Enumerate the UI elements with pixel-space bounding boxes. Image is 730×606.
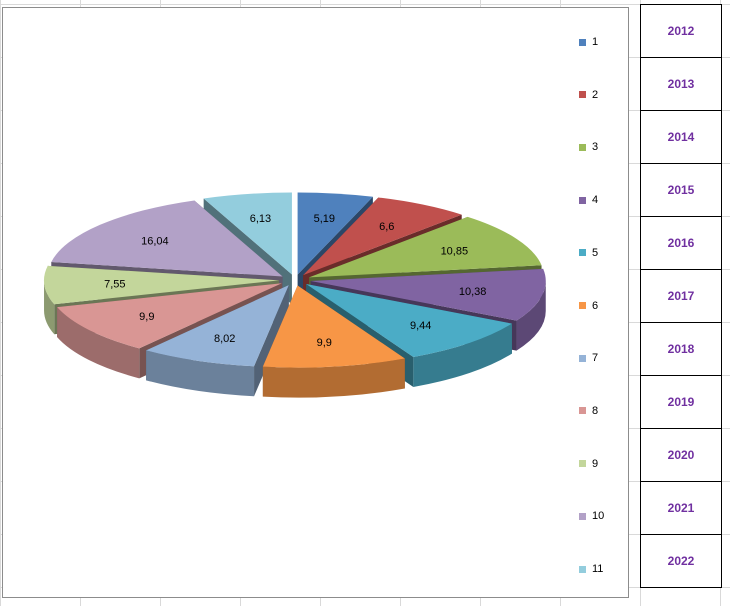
year-cell[interactable]: 2020 xyxy=(641,429,721,482)
year-cell[interactable]: 2016 xyxy=(641,217,721,270)
legend-label: 4 xyxy=(592,194,599,207)
data-label-9: 7,55 xyxy=(104,279,125,291)
legend-item-9: 9 xyxy=(579,457,598,471)
legend-label: 10 xyxy=(592,510,605,523)
pie-slice-7-side xyxy=(146,350,255,397)
legend-item-4: 4 xyxy=(579,193,598,207)
pie-slice-6-side xyxy=(262,358,405,398)
year-cell[interactable]: 2017 xyxy=(641,270,721,323)
pie-slice-5 xyxy=(306,284,512,357)
data-label-4: 10,38 xyxy=(459,286,487,298)
year-cell[interactable]: 2014 xyxy=(641,111,721,164)
pie-slice-4 xyxy=(310,268,546,321)
data-label-7: 8,02 xyxy=(214,333,235,345)
legend-item-3: 3 xyxy=(579,140,598,154)
data-label-3: 10,85 xyxy=(441,245,469,257)
legend-swatch xyxy=(579,91,586,99)
pie-slice-9 xyxy=(44,265,280,305)
data-label-5: 9,44 xyxy=(410,320,431,332)
legend-label: 6 xyxy=(592,299,599,312)
legend-item-11: 11 xyxy=(579,562,603,576)
pie-slice-2 xyxy=(303,197,462,276)
legend: 1 2 3 4 5 6 7 8 9 10 11 xyxy=(579,8,629,597)
pie-slice-1 xyxy=(297,192,373,275)
legend-swatch xyxy=(579,249,586,257)
legend-swatch xyxy=(579,512,586,520)
legend-swatch xyxy=(579,143,586,151)
legend-swatch xyxy=(579,196,586,204)
year-column: 2012 2013 2014 2015 2016 2017 2018 2019 2020 2021… xyxy=(640,4,722,588)
legend-label: 3 xyxy=(592,141,599,154)
legend-label: 11 xyxy=(592,563,604,575)
legend-swatch xyxy=(579,565,586,573)
pie-slice-4-side xyxy=(516,280,546,351)
pie-slice-8-side xyxy=(57,307,140,379)
year-cell[interactable]: 2012 xyxy=(641,5,721,58)
legend-item-7: 7 xyxy=(579,351,598,365)
legend-swatch xyxy=(579,460,586,468)
legend-label: 1 xyxy=(592,36,599,48)
data-label-1: 5,19 xyxy=(314,213,335,225)
legend-swatch xyxy=(579,354,586,362)
pie-slice-10 xyxy=(51,200,283,277)
data-label-6: 9,9 xyxy=(317,337,332,349)
pie-slice-3 xyxy=(309,216,542,278)
data-label-2: 6,6 xyxy=(379,221,394,233)
pie-slice-11 xyxy=(203,192,292,275)
data-label-8: 9,9 xyxy=(139,311,154,323)
pie-slice-9-side xyxy=(44,280,55,335)
legend-label: 7 xyxy=(592,352,599,365)
pie-slice-8 xyxy=(57,283,282,349)
pie-slice-6 xyxy=(262,285,405,368)
year-cell[interactable]: 2021 xyxy=(641,482,721,535)
legend-label: 8 xyxy=(592,404,599,417)
legend-item-1: 1 xyxy=(579,35,598,49)
year-cell[interactable]: 2015 xyxy=(641,164,721,217)
legend-item-5: 5 xyxy=(579,246,598,260)
legend-label: 5 xyxy=(592,246,599,259)
legend-item-8: 8 xyxy=(579,404,598,418)
legend-item-10: 10 xyxy=(579,509,604,523)
year-cell[interactable]: 2018 xyxy=(641,323,721,376)
year-cell[interactable]: 2019 xyxy=(641,376,721,429)
pie-slice-7-side xyxy=(254,285,289,397)
legend-swatch xyxy=(579,38,586,46)
year-cell[interactable]: 2013 xyxy=(641,58,721,111)
pie-chart: 5,19 6,6 10,85 10,38 9,44 9,9 8,02 9,9 7,55 16,04… xyxy=(44,192,546,398)
pie-slice-5-side xyxy=(413,323,512,387)
chart-area: 5,19 6,6 10,85 10,38 9,44 9,9 8,02 9,9 7,55 16,04… xyxy=(2,7,629,598)
legend-label: 9 xyxy=(592,457,599,470)
year-cell[interactable]: 2022 xyxy=(641,535,721,588)
data-label-10: 16,04 xyxy=(141,235,169,247)
data-label-11: 6,13 xyxy=(250,213,271,225)
legend-swatch xyxy=(579,302,586,309)
legend-swatch xyxy=(579,407,586,415)
legend-item-2: 2 xyxy=(579,88,598,102)
legend-item-6: 6 xyxy=(579,299,598,313)
pie-slice-7 xyxy=(146,285,289,367)
legend-label: 2 xyxy=(592,88,599,101)
